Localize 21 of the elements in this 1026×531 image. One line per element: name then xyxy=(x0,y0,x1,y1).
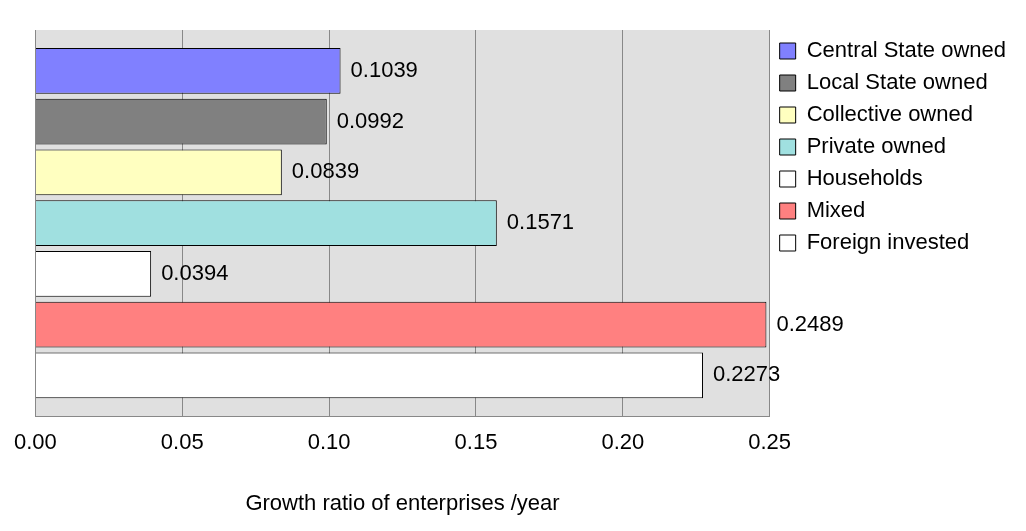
data-label: 0.2273 xyxy=(712,361,781,387)
data-label: 0.0394 xyxy=(161,259,229,285)
legend-label: Collective owned xyxy=(806,101,973,127)
x-tick-label: 0.15 xyxy=(454,429,498,455)
data-label: 0.2489 xyxy=(776,310,844,336)
legend-label: Foreign invested xyxy=(806,229,970,255)
data-label: 0.1571 xyxy=(506,209,575,235)
legend-label: Households xyxy=(806,165,923,191)
data-label: 0.0992 xyxy=(336,107,405,133)
legend-label: Central State owned xyxy=(806,37,1006,63)
legend-label: Private owned xyxy=(806,133,947,159)
x-tick-label: 0.20 xyxy=(601,429,645,455)
x-tick-label: 0.25 xyxy=(748,429,792,455)
legend-label: Mixed xyxy=(806,197,866,223)
x-tick-label: 0.05 xyxy=(160,429,204,455)
data-label: 0.0839 xyxy=(291,158,360,184)
x-tick-label: 0.10 xyxy=(307,429,351,455)
x-axis-title: Growth ratio of enterprises /year xyxy=(245,489,560,515)
x-tick-label: 0.00 xyxy=(14,429,57,455)
data-label: 0.1039 xyxy=(350,56,418,82)
legend-label: Local State owned xyxy=(806,69,988,95)
